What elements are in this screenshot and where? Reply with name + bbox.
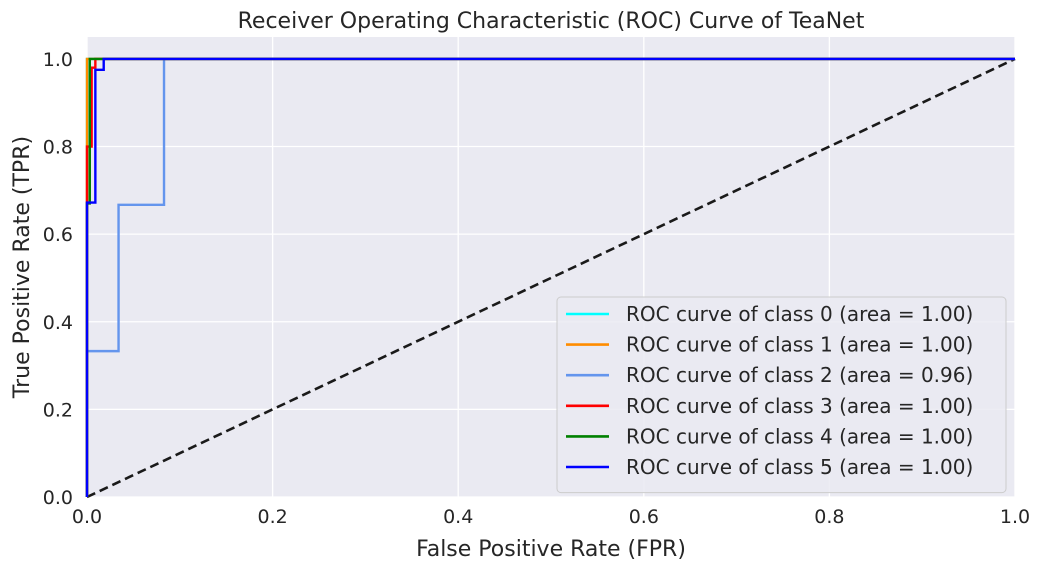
legend-entry-label: ROC curve of class 3 (area = 1.00): [626, 394, 973, 418]
chart-title: Receiver Operating Characteristic (ROC) …: [238, 9, 865, 34]
roc-line-class-5: [85, 57, 1015, 497]
legend-box: [556, 296, 1007, 494]
legend-entry-label: ROC curve of class 0 (area = 1.00): [626, 302, 973, 326]
y-tick-label: 0.0: [43, 487, 73, 509]
x-tick-label: 1.0: [1000, 506, 1030, 528]
x-tick-label: 0.4: [443, 506, 473, 528]
legend-entry-label: ROC curve of class 1 (area = 1.00): [626, 333, 973, 357]
x-tick-label: 0.2: [257, 506, 287, 528]
legend: ROC curve of class 0 (area = 1.00) ROC cu…: [556, 296, 1007, 494]
y-axis-label: True Positive Rate (TPR): [10, 136, 35, 399]
x-axis-label: False Positive Rate (FPR): [416, 537, 686, 562]
x-tick-label: 0.6: [629, 506, 659, 528]
y-tick-label: 1.0: [43, 49, 73, 71]
y-tick-label: 0.6: [43, 224, 73, 246]
grid-lines: [86, 37, 1016, 498]
y-tick-label: 0.8: [43, 137, 73, 159]
x-tick-label: 0.8: [814, 506, 844, 528]
x-tick-label: 0.0: [72, 506, 102, 528]
axis-ticks: 0.0 0.2 0.4 0.6 0.8 1.0 0.0 0.2 0.4 0.6 0.8 1.0: [43, 49, 1030, 528]
legend-entry-label: ROC curve of class 4 (area = 1.00): [626, 424, 973, 448]
y-tick-label: 0.4: [43, 312, 73, 334]
legend-entry-label: ROC curve of class 5 (area = 1.00): [626, 455, 973, 479]
roc-curves: [85, 57, 1016, 499]
legend-entry-label: ROC curve of class 2 (area = 0.96): [626, 363, 973, 387]
y-tick-label: 0.2: [43, 399, 73, 421]
chance-diagonal-line: [86, 57, 1016, 499]
